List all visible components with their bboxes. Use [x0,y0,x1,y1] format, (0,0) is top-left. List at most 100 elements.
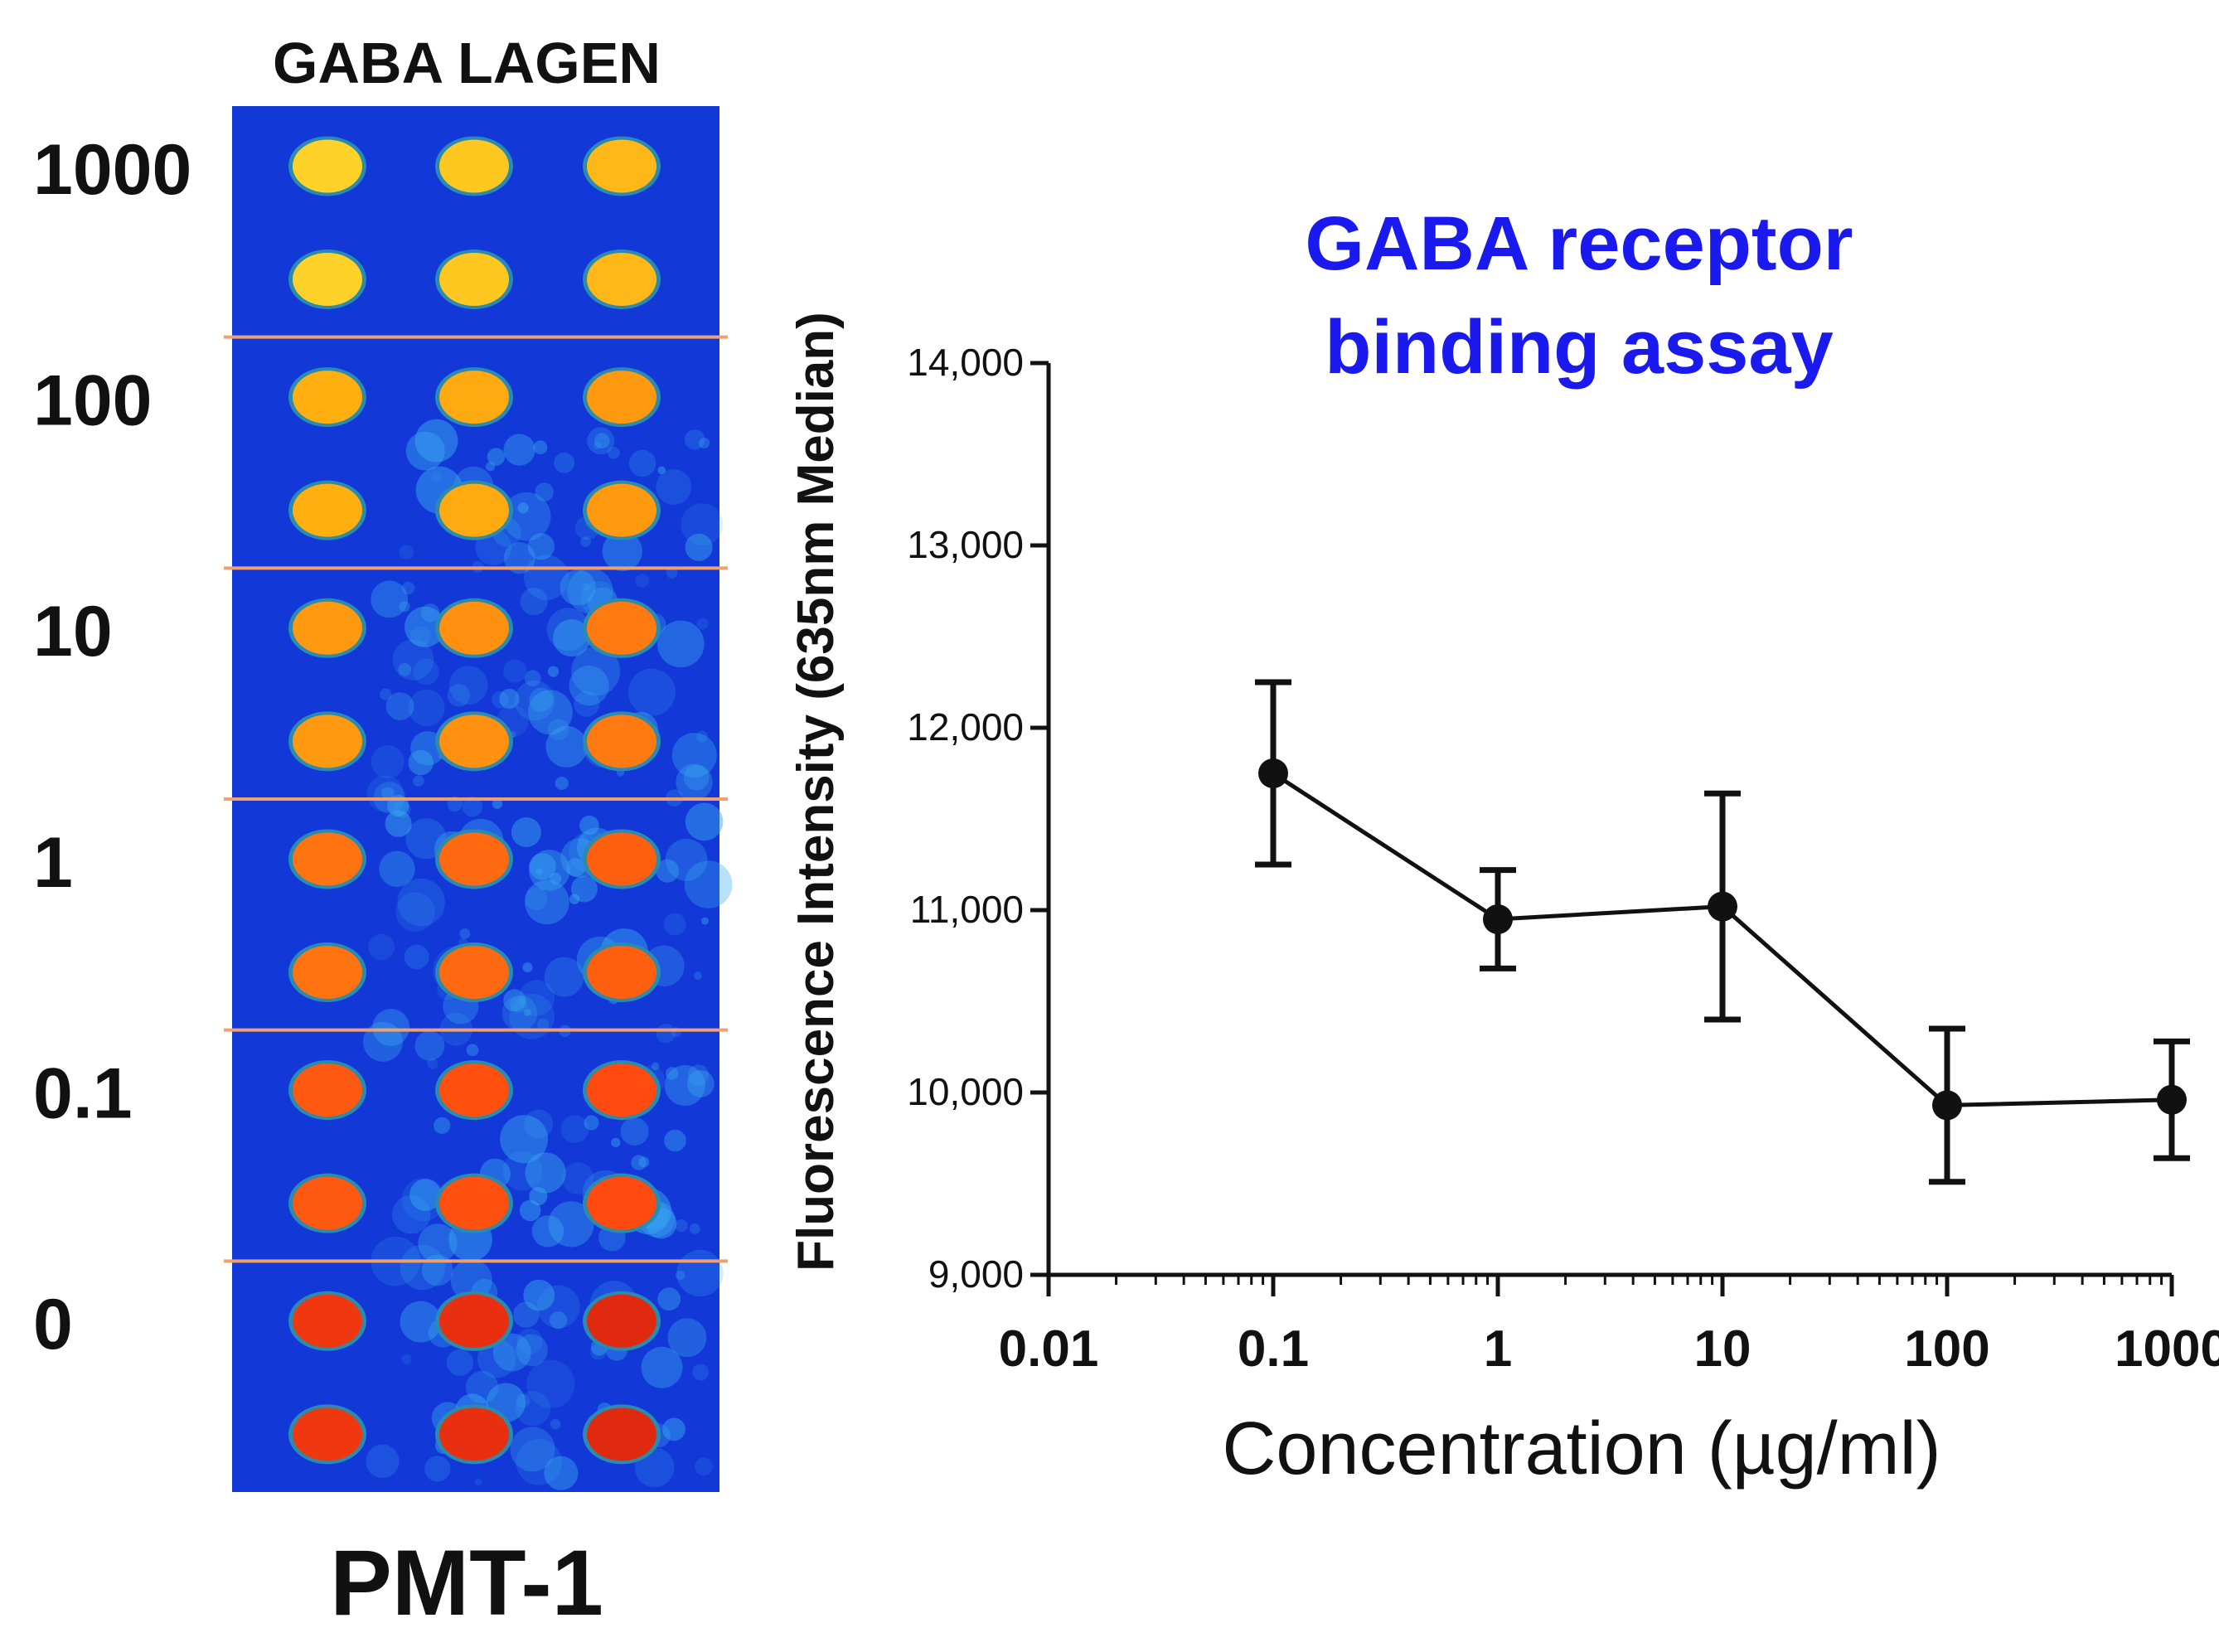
spot [293,715,362,768]
background-speckle [405,606,446,647]
data-point [1932,1090,1962,1121]
background-speckle [657,1287,681,1311]
background-speckle [550,1418,561,1430]
background-speckle [537,1018,550,1030]
background-speckle [405,431,445,471]
chart-title: GABA receptor binding assay [1305,201,1853,390]
background-speckle [424,1456,451,1482]
background-speckle [638,1156,650,1168]
background-speckle [574,690,600,717]
spot [293,1407,362,1461]
x-axis-label: Concentration (µg/ml) [1222,1407,1940,1490]
spot [293,1063,362,1117]
background-speckle [667,1318,707,1358]
spot [439,1294,509,1348]
background-speckle [366,775,404,812]
background-speckle [392,639,434,681]
spot [587,601,656,655]
background-speckle [608,447,620,459]
background-speckle [577,834,589,845]
data-point [1708,891,1737,922]
spot [439,946,509,999]
spot [293,483,362,537]
background-speckle [620,1117,649,1146]
background-speckle [371,580,409,618]
background-speckle [446,1349,474,1377]
background-speckle [380,688,392,700]
spot [587,371,656,424]
background-speckle [487,448,506,466]
background-speckle [528,690,573,735]
background-speckle [560,1115,589,1143]
spot [439,1407,509,1461]
background-speckle [368,933,395,961]
background-speckle [404,944,429,970]
background-speckle [580,536,591,547]
background-speckle [555,777,569,790]
spot [293,1176,362,1230]
background-speckle [695,1457,713,1476]
spot [587,1063,656,1117]
background-speckle [554,453,575,473]
background-speckle [409,1179,442,1211]
background-speckle [567,568,613,614]
array-column-header: GABA LAGEN [273,31,661,95]
background-speckle [401,1178,445,1222]
background-speckle [656,1024,676,1044]
x-tick-label: 0.01 [999,1320,1099,1378]
x-tick-label: 100 [1904,1320,1989,1378]
background-speckle [525,1152,566,1194]
background-speckle [519,1199,541,1222]
y-axis: 9,000 10,000 11,000 12,000 13,000 14,000 [907,341,1051,1296]
background-speckle [665,838,708,881]
background-speckle [548,1201,594,1247]
background-speckle [641,1346,683,1388]
background-speckle [657,620,705,668]
background-speckle [692,1364,710,1381]
row-labels: 1000 100 10 1 0.1 0 [33,130,191,1364]
background-speckle [560,569,596,606]
background-speckle [381,787,395,800]
background-speckle [516,1439,562,1485]
background-speckle [664,1129,686,1152]
background-speckle [671,733,717,778]
background-speckle [526,1359,575,1408]
background-speckle [513,1301,540,1328]
background-speckle [627,668,676,716]
background-speckle [675,1218,688,1233]
background-speckle [414,1030,445,1061]
background-speckle [371,745,405,778]
background-speckle [587,427,615,455]
data-point [1483,904,1513,934]
background-speckle [503,989,526,1012]
background-speckle [536,1285,580,1329]
background-speckle [525,887,548,911]
plot-area [1255,679,2190,1185]
background-speckle [544,957,584,997]
background-speckle [529,850,570,891]
background-speckle [545,725,588,768]
background-speckle [696,618,710,630]
background-speckle [501,996,538,1031]
background-speckle [581,583,590,591]
background-speckle [696,730,708,743]
background-speckle [517,502,529,514]
background-speckle [561,1162,594,1194]
background-speckle [570,875,598,903]
background-speckle [391,1194,431,1234]
background-speckle [666,567,678,579]
background-speckle [631,1155,647,1170]
row-label-1000: 1000 [33,130,191,210]
background-speckle [571,647,621,696]
row-label-10: 10 [33,592,113,671]
background-speckle [466,1044,479,1057]
background-speckle [685,533,713,561]
spot [293,1294,362,1348]
background-speckle [486,462,496,472]
row-label-0-1: 0.1 [33,1054,133,1134]
background-speckle [663,913,686,936]
background-speckle [547,719,569,741]
spot [293,139,362,193]
background-speckle [584,1115,599,1131]
